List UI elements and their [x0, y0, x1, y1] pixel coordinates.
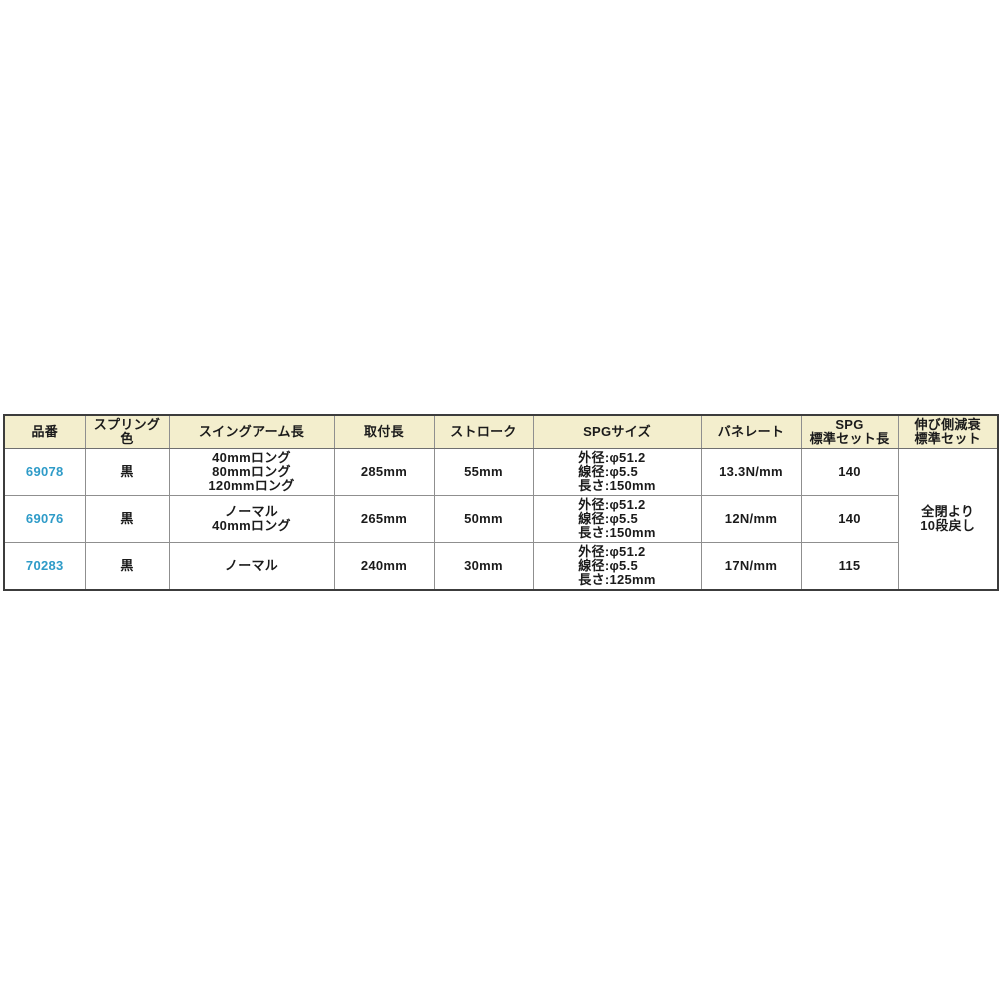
spec-table-container: 品番 スプリング色 スイングアーム長 取付長 ストローク SPGサイズ バネレー… — [3, 414, 999, 591]
table-header-row: 品番 スプリング色 スイングアーム長 取付長 ストローク SPGサイズ バネレー… — [3, 414, 999, 449]
cell-mount-length: 240mm — [333, 542, 435, 591]
cell-stroke: 55mm — [433, 448, 534, 496]
header-swing-arm-length: スイングアーム長 — [168, 414, 335, 449]
cell-swing-arm-length: ノーマル 40mmロング — [168, 495, 335, 543]
cell-spg-size: 外径:φ51.2 線径:φ5.5 長さ:150mm — [532, 495, 702, 543]
table-row: 70283 黒 ノーマル 240mm 30mm 外径:φ51.2 線径:φ5.5… — [3, 542, 998, 591]
header-stroke: ストローク — [433, 414, 534, 449]
product-spec-table: 品番 スプリング色 スイングアーム長 取付長 ストローク SPGサイズ バネレー… — [3, 414, 999, 591]
cell-spring-rate: 17N/mm — [700, 542, 802, 591]
header-rebound-damping: 伸び側減衰 標準セット — [897, 414, 999, 449]
header-spring-color: スプリング色 — [84, 414, 170, 449]
cell-swing-arm-length: 40mmロング 80mmロング 120mmロング — [168, 448, 335, 496]
header-spring-rate: バネレート — [700, 414, 802, 449]
cell-mount-length: 285mm — [333, 448, 435, 496]
table-row: 69078 黒 40mmロング 80mmロング 120mmロング 285mm 5… — [3, 448, 999, 591]
cell-swing-arm-length: ノーマル — [168, 542, 335, 591]
cell-spring-rate: 13.3N/mm — [700, 448, 802, 496]
cell-rebound-damping: 全閉より 10段戻し — [897, 448, 999, 591]
header-spg-size: SPGサイズ — [532, 414, 702, 449]
cell-spring-color: 黒 — [84, 495, 170, 543]
cell-stroke: 50mm — [433, 495, 534, 543]
cell-stroke: 30mm — [433, 542, 534, 591]
cell-mount-length: 265mm — [333, 495, 435, 543]
cell-part-number: 70283 — [3, 542, 86, 591]
cell-spring-rate: 12N/mm — [700, 495, 802, 543]
cell-spg-set-length: 140 — [800, 448, 899, 496]
cell-spg-set-length: 115 — [800, 542, 899, 591]
header-mount-length: 取付長 — [333, 414, 435, 449]
cell-spring-color: 黒 — [84, 448, 170, 496]
spg-size-text: 外径:φ51.2 線径:φ5.5 長さ:125mm — [578, 544, 656, 587]
cell-spg-size: 外径:φ51.2 線径:φ5.5 長さ:125mm — [532, 542, 702, 591]
header-part-number: 品番 — [3, 414, 86, 449]
table-row: 69076 黒 ノーマル 40mmロング 265mm 50mm 外径:φ51.2… — [3, 495, 998, 543]
cell-spg-size: 外径:φ51.2 線径:φ5.5 長さ:150mm — [532, 448, 702, 496]
header-spg-set-length: SPG 標準セット長 — [800, 414, 899, 449]
spg-size-text: 外径:φ51.2 線径:φ5.5 長さ:150mm — [578, 450, 656, 493]
cell-part-number: 69076 — [3, 495, 86, 543]
spg-size-text: 外径:φ51.2 線径:φ5.5 長さ:150mm — [578, 497, 656, 540]
cell-spring-color: 黒 — [84, 542, 170, 591]
cell-spg-set-length: 140 — [800, 495, 899, 543]
cell-part-number: 69078 — [3, 448, 86, 496]
